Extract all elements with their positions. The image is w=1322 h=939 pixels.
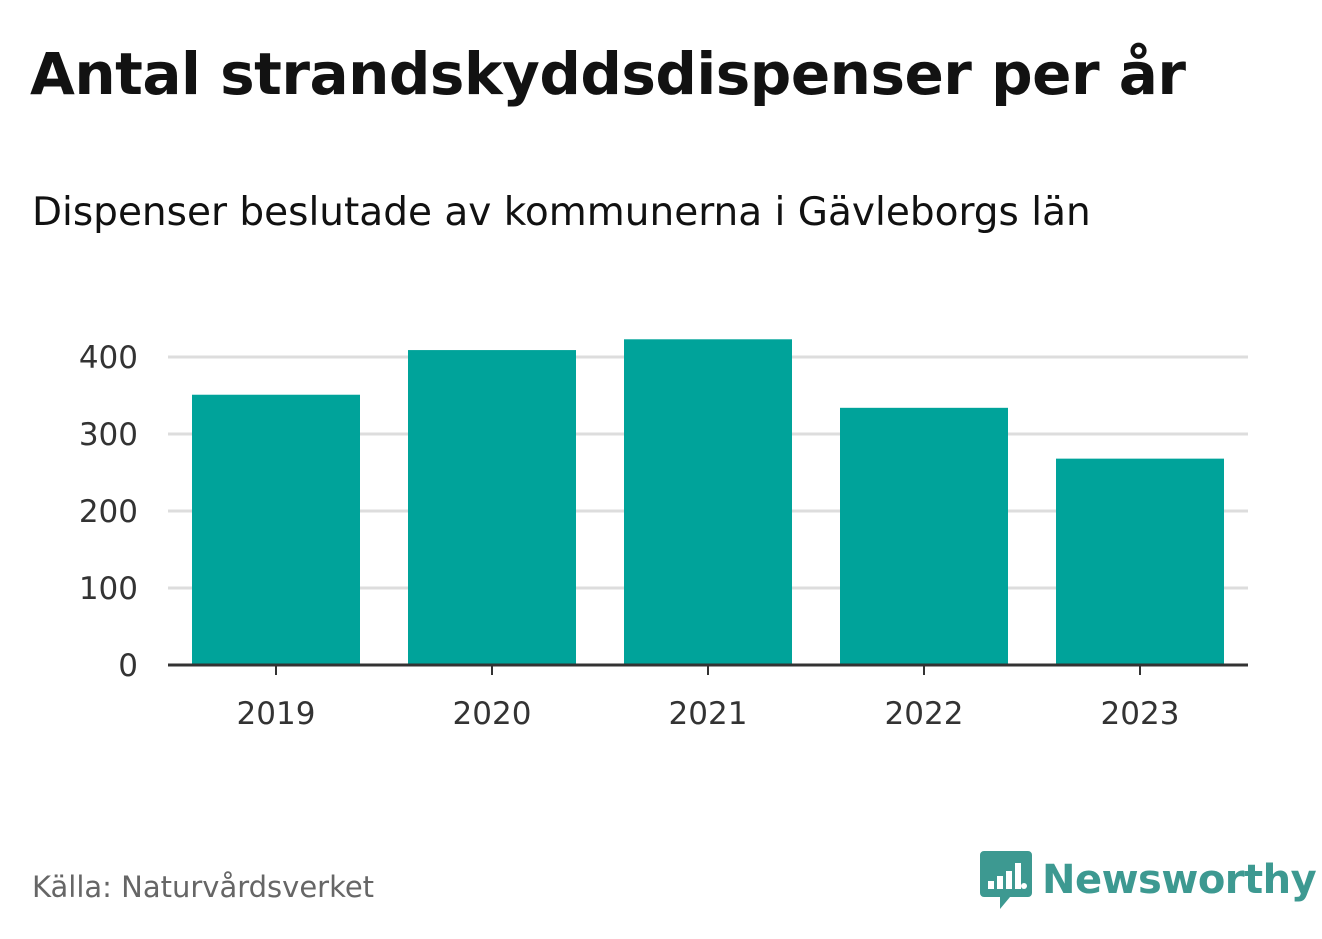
brand-name: Newsworthy — [1042, 857, 1317, 903]
bar-2022 — [840, 407, 1008, 665]
source-note: Källa: Naturvårdsverket — [32, 870, 375, 904]
x-tick-label: 2020 — [453, 696, 532, 732]
y-tick-label: 0 — [118, 648, 138, 684]
x-tick-label: 2022 — [885, 696, 964, 732]
chart-subtitle: Dispenser beslutade av kommunerna i Gävl… — [32, 190, 1091, 235]
bar-2021 — [624, 339, 792, 665]
y-tick-label: 100 — [79, 571, 138, 607]
newsworthy-logo-icon — [980, 851, 1032, 909]
bars — [192, 339, 1224, 665]
y-tick-label: 300 — [79, 417, 138, 453]
bar-2020 — [408, 350, 576, 665]
newsworthy-brand: Newsworthy — [980, 848, 1317, 912]
x-tick-label: 2021 — [669, 696, 748, 732]
chart-title: Antal strandskyddsdispenser per år — [30, 40, 1186, 108]
bar-2019 — [192, 394, 360, 665]
x-tick-label: 2019 — [237, 696, 316, 732]
x-tick-label: 2023 — [1101, 696, 1180, 732]
axes: 0 100 200 300 400 2019 2020 2021 2022 2023 — [79, 340, 1248, 732]
y-tick-label: 400 — [79, 340, 138, 376]
y-tick-label: 200 — [79, 494, 138, 530]
bar-2023 — [1056, 458, 1224, 665]
